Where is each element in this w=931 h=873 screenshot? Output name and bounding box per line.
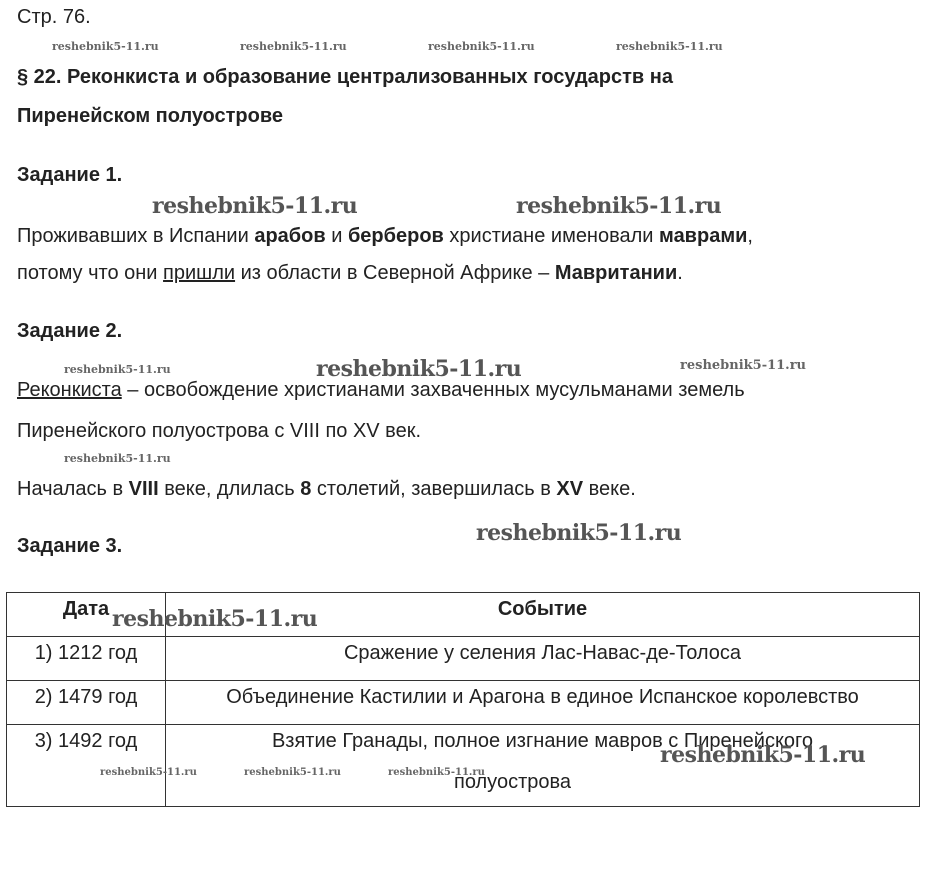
header-event: Событие	[165, 592, 920, 637]
watermark: reshebnik5-11.ru	[516, 193, 722, 219]
header-date: Дата	[6, 592, 166, 637]
table-row: 3) 1492 год Взятие Гранады, полное изгна…	[6, 724, 920, 807]
watermark: reshebnik5-11.ru	[476, 520, 682, 546]
task3-heading: Задание 3.	[17, 535, 123, 557]
section-title-line1: § 22. Реконкиста и образование централиз…	[17, 66, 673, 88]
table-row: 1) 1212 год Сражение у селения Лас-Навас…	[6, 636, 920, 681]
watermark: reshebnik5-11.ru	[64, 452, 171, 465]
watermark: reshebnik5-11.ru	[64, 363, 171, 376]
watermark: reshebnik5-11.ru	[660, 742, 866, 768]
watermark: reshebnik5-11.ru	[244, 767, 341, 778]
task2-heading: Задание 2.	[17, 320, 123, 342]
event-cell: Взятие Гранады, полное изгнание мавров с…	[165, 724, 920, 807]
event-cell: Объединение Кастилии и Арагона в единое …	[165, 680, 920, 725]
watermark: reshebnik5-11.ru	[388, 767, 485, 778]
watermark: reshebnik5-11.ru	[428, 40, 535, 53]
task1-line1: Проживавших в Испании арабов и берберов …	[17, 225, 753, 247]
task2-line3: Началась в VIII веке, длилась 8 столетий…	[17, 478, 636, 500]
table-row: 2) 1479 год Объединение Кастилии и Араго…	[6, 680, 920, 725]
task2-line2: Пиренейского полуострова с VIII по XV ве…	[17, 420, 422, 442]
watermark: reshebnik5-11.ru	[316, 356, 522, 382]
section-title-line2: Пиренейском полуострове	[17, 105, 284, 127]
date-cell: 3) 1492 год	[6, 724, 166, 807]
page-label: Стр. 76.	[17, 6, 91, 28]
watermark: reshebnik5-11.ru	[616, 40, 723, 53]
watermark: reshebnik5-11.ru	[112, 606, 318, 632]
date-cell: 2) 1479 год	[6, 680, 166, 725]
task1-heading: Задание 1.	[17, 164, 123, 186]
task1-line2: потому что они пришли из области в Север…	[17, 262, 683, 284]
watermark: reshebnik5-11.ru	[680, 358, 807, 373]
event-cell: Сражение у селения Лас-Навас-де-Толоса	[165, 636, 920, 681]
date-cell: 1) 1212 год	[6, 636, 166, 681]
table-header-row: Дата Событие	[6, 592, 920, 637]
watermark: reshebnik5-11.ru	[152, 193, 358, 219]
watermark: reshebnik5-11.ru	[100, 767, 197, 778]
watermark: reshebnik5-11.ru	[240, 40, 347, 53]
events-table: Дата Событие 1) 1212 год Сражение у селе…	[6, 592, 920, 807]
task2-line1: Реконкиста – освобождение христианами за…	[17, 379, 745, 401]
watermark: reshebnik5-11.ru	[52, 40, 159, 53]
